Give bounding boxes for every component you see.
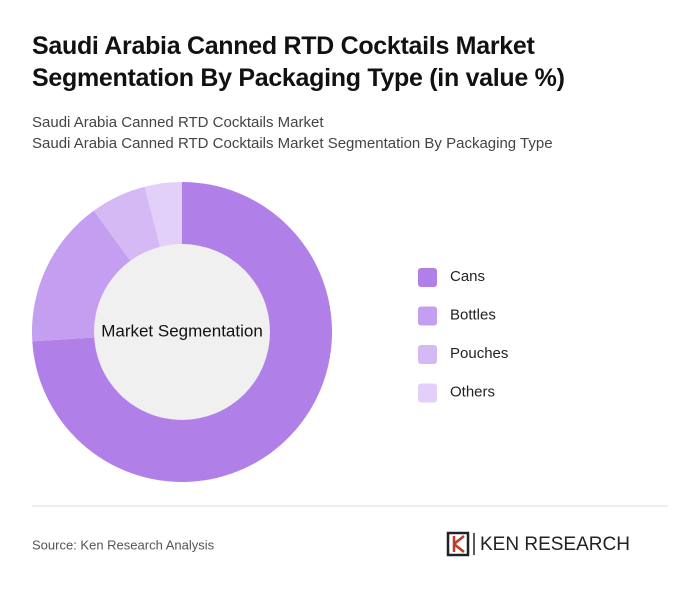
logo: KEN RESEARCH [446, 531, 630, 557]
legend-swatch [418, 306, 437, 326]
legend-swatch [418, 268, 437, 287]
legend-label: Others [450, 383, 495, 400]
legend-label: Cans [450, 268, 485, 285]
source: Source: Ken Research Analysis [32, 537, 215, 552]
subtitle: Saudi Arabia Canned RTD Cocktails Market [32, 114, 324, 131]
chart-title: Saudi Arabia Canned RTD Cocktails Market… [32, 32, 565, 92]
center-label: Market Segmentation [101, 321, 263, 340]
legend-swatch [418, 345, 437, 364]
donut-hole [94, 244, 270, 420]
subtitle: Saudi Arabia Canned RTD Cocktails Market… [32, 135, 553, 152]
logo-text: KEN RESEARCH [480, 534, 630, 555]
legend-label: Bottles [450, 306, 496, 323]
legend-swatch [418, 383, 437, 403]
legend-label: Pouches [450, 345, 508, 362]
